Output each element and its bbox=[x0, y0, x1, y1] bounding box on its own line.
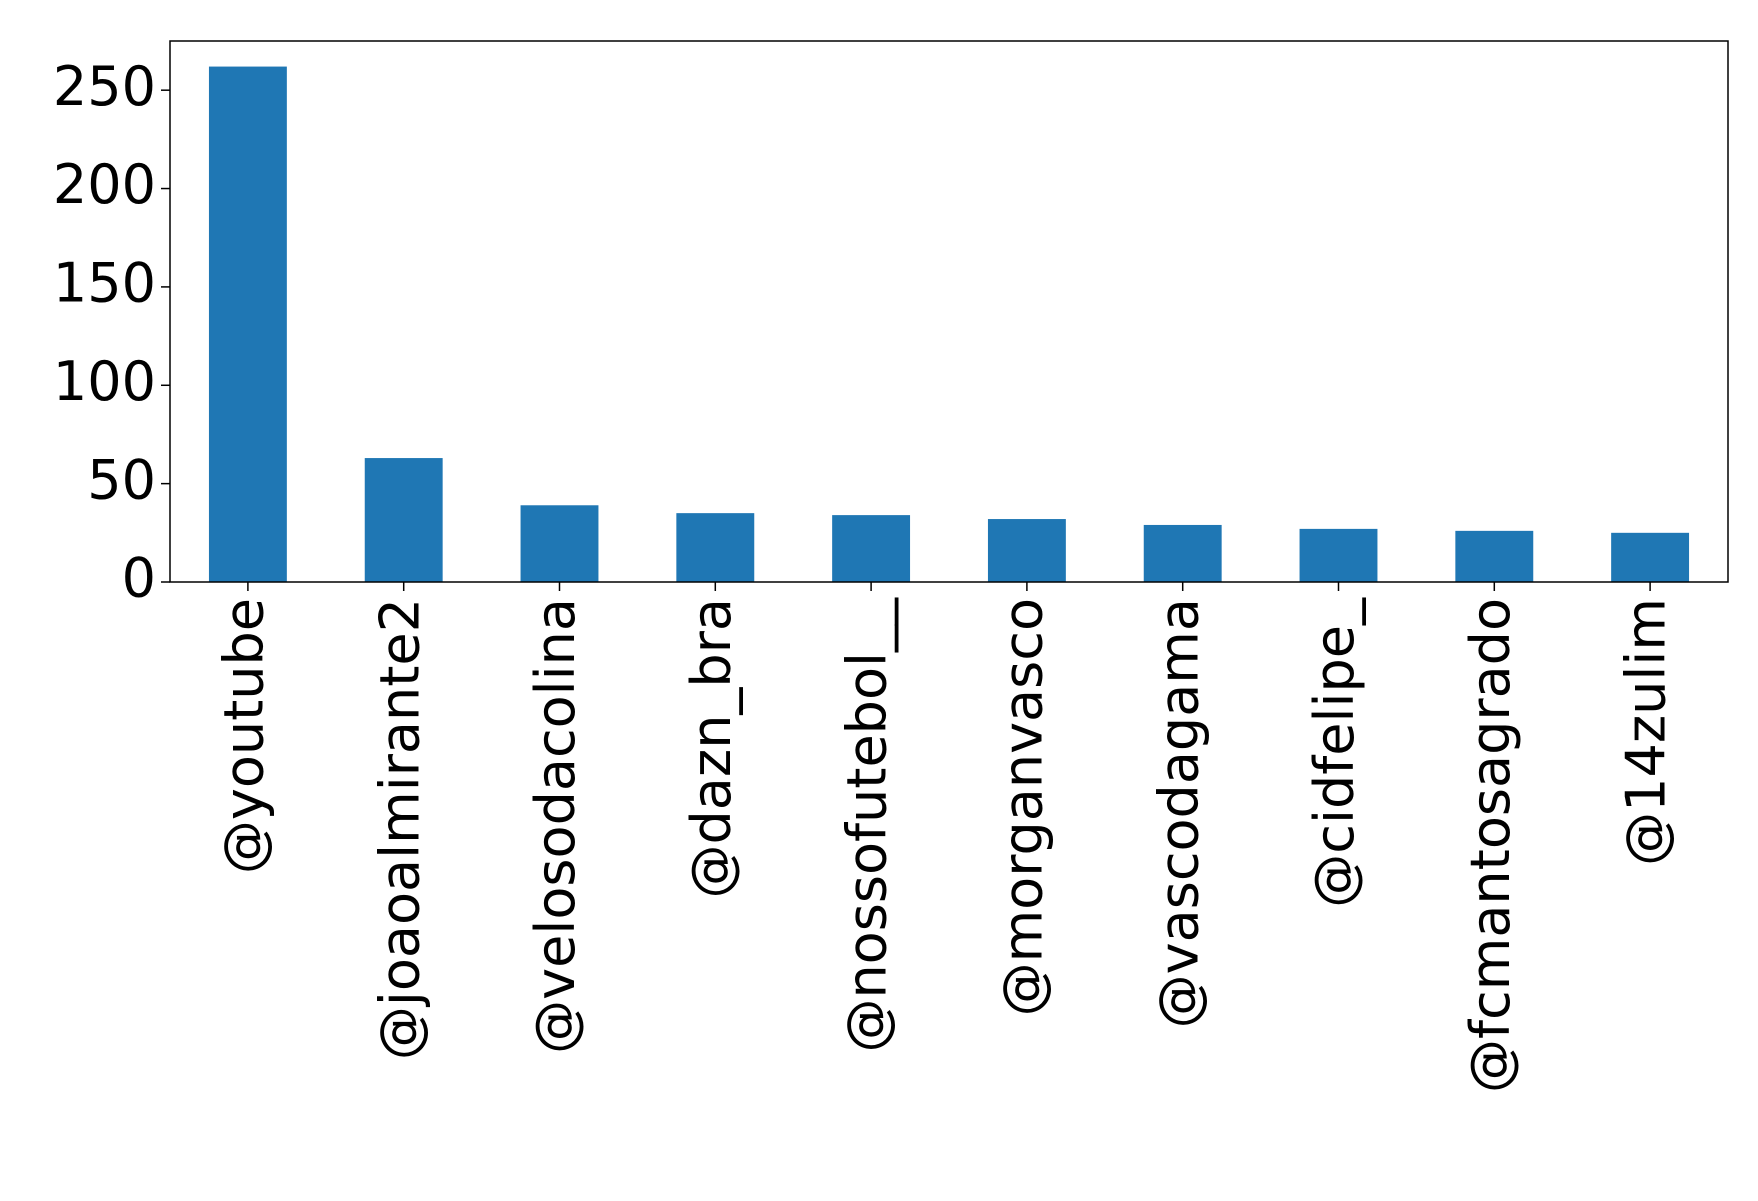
bar bbox=[1611, 532, 1690, 582]
x-tick-label: @velosodacolina bbox=[524, 598, 587, 1054]
bar bbox=[1455, 530, 1534, 582]
x-tick-label: @nossofutebol__ bbox=[836, 597, 899, 1053]
y-tick-label: 150 bbox=[53, 252, 156, 315]
plot-frame bbox=[169, 40, 1729, 583]
y-tick-label: 200 bbox=[53, 153, 156, 216]
bar bbox=[520, 505, 599, 582]
x-tick-label: @cidfelipe_ bbox=[1303, 597, 1366, 908]
x-tick-label: @fcmantosagrado bbox=[1459, 598, 1522, 1093]
bar bbox=[1143, 524, 1222, 582]
bar bbox=[676, 513, 755, 582]
bar bbox=[364, 458, 443, 582]
y-tick-label: 100 bbox=[53, 350, 156, 413]
y-tick-label: 250 bbox=[53, 55, 156, 118]
x-tick-label: @youtube bbox=[213, 598, 276, 874]
x-tick-label: @vascodagama bbox=[1147, 598, 1210, 1028]
bar bbox=[208, 66, 287, 583]
y-tick-label: 50 bbox=[87, 448, 156, 511]
x-tick-label: @joaoalmirante2 bbox=[368, 598, 431, 1060]
bar bbox=[1299, 528, 1378, 582]
bar bbox=[987, 519, 1066, 582]
y-tick-label: 0 bbox=[122, 547, 156, 610]
x-tick-label: @14zulim bbox=[1615, 598, 1678, 866]
x-tick-label: @dazn_bra bbox=[680, 598, 743, 899]
x-tick-label: @morganvasco bbox=[992, 598, 1055, 1016]
bar bbox=[832, 515, 911, 582]
